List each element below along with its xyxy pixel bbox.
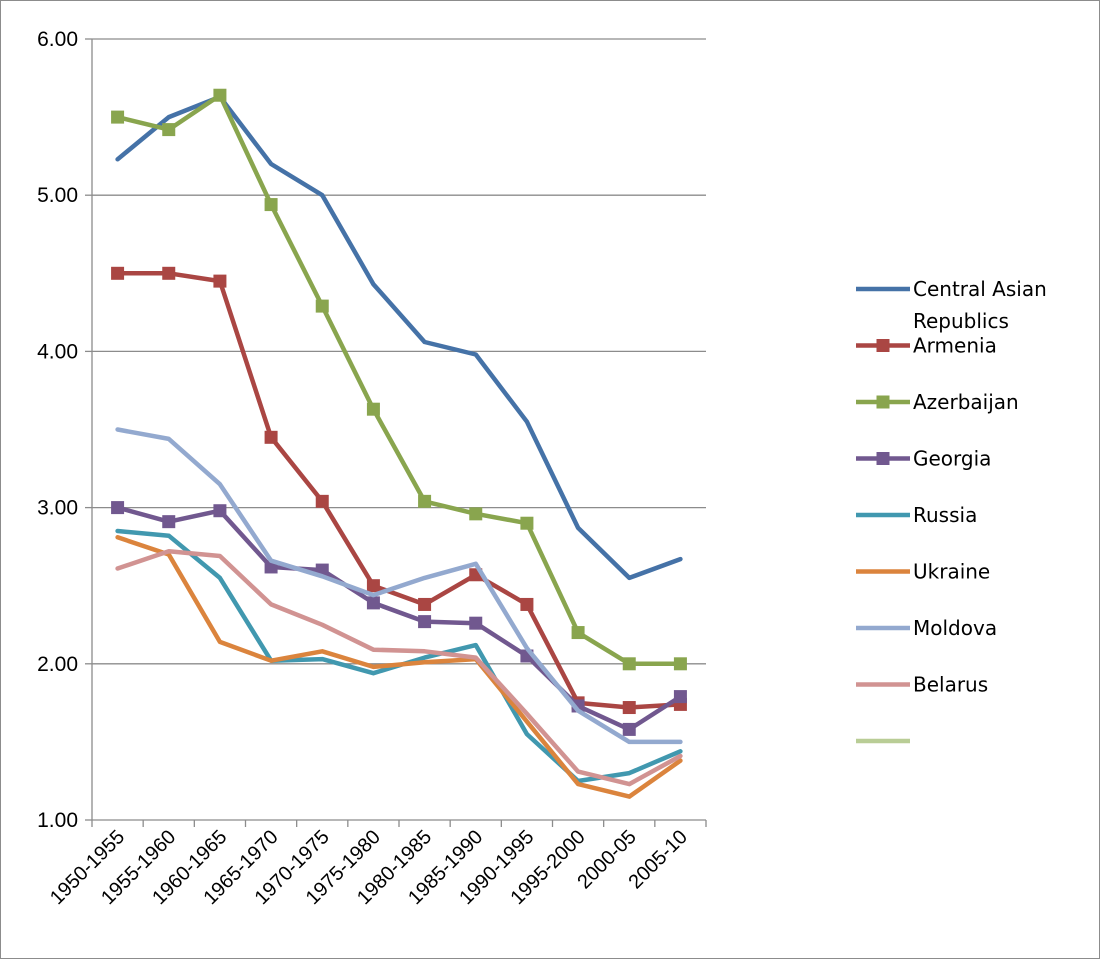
x-tick-labels: 1950-19551955-19601960-19651965-19701970… (46, 826, 692, 909)
data-point (162, 266, 176, 280)
data-point (366, 402, 380, 416)
series-group (115, 427, 683, 745)
series-line (115, 427, 683, 745)
y-tick-label: 6.00 (37, 28, 78, 51)
data-point (673, 690, 687, 704)
y-tick-labels: 1.00 2.00 3.00 4.00 5.00 6.00 (37, 28, 78, 832)
legend-item: Ukraine (856, 560, 990, 584)
y-tick-label: 4.00 (37, 340, 78, 363)
legend-label: Russia (913, 503, 977, 527)
data-point (111, 266, 125, 280)
data-point (622, 722, 636, 736)
legend-label: Belarus (913, 673, 988, 697)
data-point (366, 579, 380, 593)
data-point (418, 597, 432, 611)
data-point (366, 596, 380, 610)
data-point (673, 657, 687, 671)
data-point (213, 504, 227, 518)
data-point (469, 616, 483, 630)
data-point (469, 507, 483, 521)
series-line (115, 528, 683, 784)
y-tick-label: 1.00 (37, 809, 78, 832)
data-point (520, 597, 534, 611)
gridlines (92, 38, 706, 665)
legend-item: Moldova (856, 616, 997, 640)
data-point (571, 626, 585, 640)
series-group (111, 88, 687, 671)
series-group (115, 94, 683, 581)
legend-label: Georgia (913, 447, 991, 471)
legend-item: Georgia (856, 447, 991, 471)
legend-label: Armenia (913, 334, 997, 358)
data-point (622, 657, 636, 671)
legend-label: Azerbaijan (913, 390, 1019, 414)
legend-marker (876, 395, 890, 409)
data-point (264, 198, 278, 212)
legend-marker (876, 339, 890, 352)
legend-item: Armenia (856, 334, 997, 358)
series-group (115, 549, 683, 787)
data-point (162, 123, 176, 137)
series-line (115, 94, 683, 581)
data-point (111, 501, 125, 515)
legend-item: Central Asian Republics (856, 277, 1047, 333)
legend-item: Russia (856, 503, 977, 527)
series-line (115, 549, 683, 787)
data-point (315, 299, 329, 313)
data-point (315, 494, 329, 508)
series-line (115, 92, 683, 667)
data-point (111, 110, 125, 124)
data-point (213, 88, 227, 102)
data-point (213, 274, 227, 288)
series-line (115, 535, 683, 799)
series-line (115, 271, 683, 710)
series-line (115, 505, 683, 732)
y-tick-label: 2.00 (37, 653, 78, 676)
data-point (418, 615, 432, 629)
data-point (264, 430, 278, 444)
series-group (115, 528, 683, 784)
legend-item: Azerbaijan (856, 390, 1019, 414)
y-tick-label: 5.00 (37, 184, 78, 207)
legend-item: Belarus (856, 673, 988, 697)
data-point (418, 494, 432, 508)
data-point (622, 701, 636, 715)
axes (85, 38, 707, 827)
series-group (115, 535, 683, 799)
data-point (520, 516, 534, 530)
data-point (162, 515, 176, 529)
y-tick-label: 3.00 (37, 497, 78, 520)
legend-label: Ukraine (913, 560, 990, 584)
legend-label: Central Asian Republics (913, 277, 1047, 333)
legend-marker (876, 452, 890, 465)
series-layer (111, 88, 687, 799)
legend-label: Moldova (913, 616, 997, 640)
series-group (111, 501, 687, 736)
